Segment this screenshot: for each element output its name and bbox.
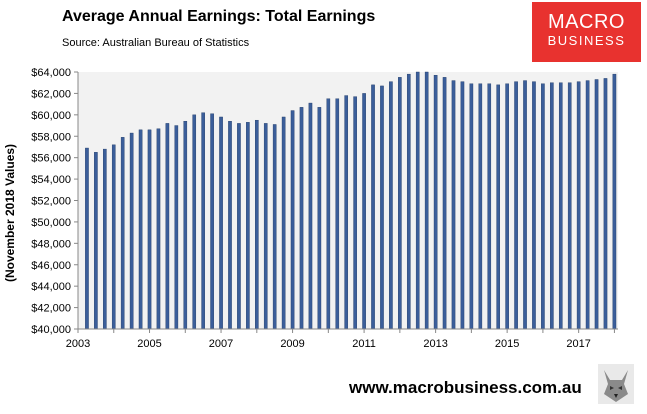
- bar: [147, 129, 152, 330]
- bar: [389, 81, 393, 330]
- bar: [255, 119, 259, 330]
- bar: [120, 137, 125, 330]
- bar: [585, 80, 590, 330]
- bar: [103, 148, 107, 330]
- chart-source: Source: Australian Bureau of Statistics: [62, 37, 250, 49]
- bar: [246, 122, 250, 330]
- bar: [129, 132, 134, 330]
- y-axis-label: (November 2018 Values): [3, 144, 17, 282]
- bar: [326, 98, 331, 330]
- bar: [85, 147, 89, 330]
- bar: [237, 123, 241, 330]
- bar: [460, 81, 465, 330]
- y-tick-label: $50,000: [31, 217, 71, 229]
- bar: [308, 102, 313, 330]
- bar: [612, 73, 617, 330]
- bar: [567, 82, 572, 330]
- x-tick-label: 2003: [66, 338, 90, 350]
- bar: [201, 112, 205, 330]
- bar: [576, 81, 581, 330]
- bar: [362, 93, 366, 330]
- logo-line-1: MACRO: [548, 11, 625, 33]
- logo-line-2: BUSINESS: [547, 33, 626, 48]
- x-tick-label: 2009: [280, 338, 304, 350]
- website-url: www.macrobusiness.com.au: [349, 378, 582, 397]
- bar: [344, 95, 349, 330]
- wolf-mascot-icon: [598, 364, 634, 404]
- y-tick-label: $54,000: [31, 174, 71, 186]
- bar: [594, 79, 599, 330]
- bar: [228, 121, 232, 330]
- bar: [541, 83, 545, 330]
- bar: [380, 85, 384, 330]
- bar: [192, 114, 197, 330]
- bar-series: [85, 71, 617, 330]
- bar: [317, 107, 322, 330]
- bar: [156, 128, 161, 330]
- y-tick-label: $62,000: [31, 88, 71, 100]
- bar: [219, 116, 223, 330]
- x-tick-label: 2013: [423, 338, 447, 350]
- bar: [505, 83, 509, 330]
- bar: [469, 83, 474, 330]
- bar: [281, 116, 286, 330]
- x-tick-label: 2007: [209, 338, 233, 350]
- y-tick-label: $64,000: [31, 67, 71, 79]
- bar: [424, 71, 429, 330]
- bar: [558, 82, 563, 330]
- x-tick-label: 2011: [352, 338, 376, 350]
- y-tick-label: $42,000: [31, 303, 71, 315]
- bar: [183, 121, 188, 330]
- bar: [478, 83, 483, 330]
- bar: [406, 73, 411, 330]
- y-tick-label: $44,000: [31, 281, 71, 293]
- y-tick-label: $56,000: [31, 153, 71, 165]
- bar: [174, 125, 179, 330]
- y-axis-ticks: $40,000 $42,000 $44,000 $46,000 $48,000 $50,0…: [31, 67, 78, 336]
- x-tick-label: 2005: [137, 338, 161, 350]
- bar: [371, 84, 375, 330]
- bar: [353, 96, 357, 330]
- y-tick-label: $48,000: [31, 238, 71, 250]
- bar: [138, 129, 143, 330]
- y-tick-label: $60,000: [31, 110, 71, 122]
- bar: [433, 75, 438, 330]
- bar: [263, 123, 268, 330]
- y-tick-label: $40,000: [31, 324, 71, 336]
- bar: [451, 80, 456, 330]
- bar: [111, 144, 116, 330]
- bar: [94, 152, 98, 330]
- bar: [165, 123, 170, 330]
- chart-title: Average Annual Earnings: Total Earnings: [62, 8, 376, 25]
- bar: [514, 81, 518, 330]
- bar: [272, 124, 277, 330]
- bar: [523, 80, 527, 330]
- bar: [550, 82, 554, 330]
- bar: [210, 113, 214, 330]
- bar: [496, 84, 501, 330]
- bar: [415, 71, 420, 330]
- bar: [532, 81, 536, 330]
- y-tick-label: $46,000: [31, 260, 71, 272]
- brand-logo: MACRO BUSINESS: [532, 2, 641, 62]
- bar: [290, 110, 295, 330]
- x-tick-label: 2017: [566, 338, 590, 350]
- bar: [299, 107, 304, 330]
- bar: [398, 77, 402, 330]
- bar: [335, 98, 340, 330]
- x-axis-ticks: 2003 2005 2007 2009 2011 2013 2015 2017: [66, 329, 615, 350]
- y-tick-label: $52,000: [31, 196, 71, 208]
- x-tick-label: 2015: [495, 338, 519, 350]
- bar: [487, 83, 492, 330]
- bar: [603, 78, 608, 330]
- bar: [442, 77, 447, 330]
- y-tick-label: $58,000: [31, 131, 71, 143]
